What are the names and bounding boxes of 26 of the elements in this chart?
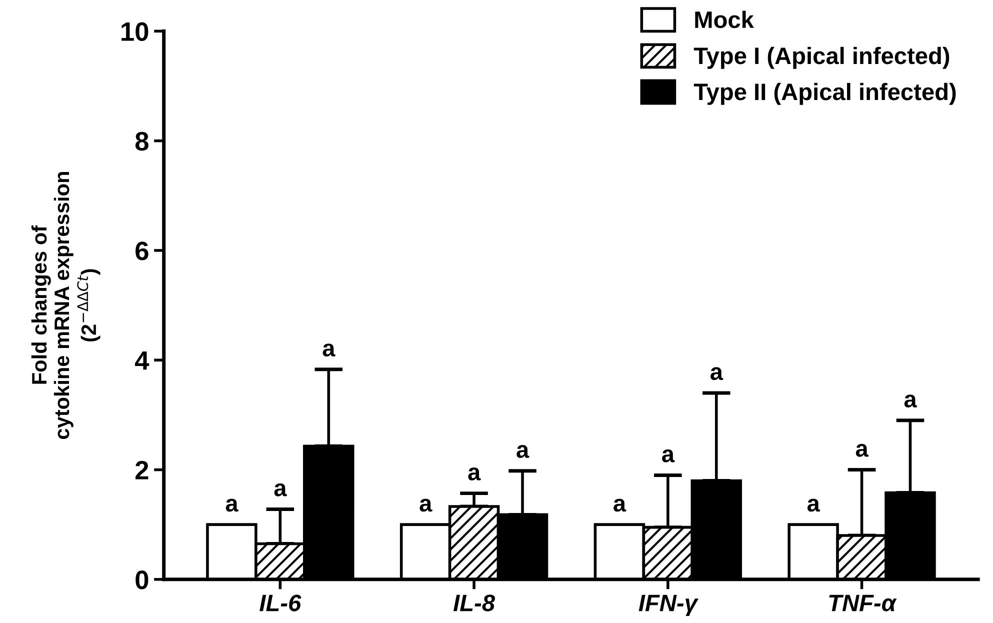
y-tick-label: 10 [122, 22, 148, 41]
annotation: a [468, 467, 481, 480]
y-axis-title: Fold changes of cytokine mRNA expression (2$^{−ΔΔCt}$) [31, 172, 100, 439]
y-tick-label: 6 [136, 242, 148, 260]
legend-label: Type I (Apical infected) [694, 46, 950, 69]
y-tick-label: 2 [136, 460, 148, 480]
annotation: a [516, 445, 530, 458]
x-tick-label: IL-8 [453, 594, 495, 612]
x-tick-label: IFN-γ [638, 594, 698, 616]
y-tick-label: 8 [135, 132, 148, 151]
annotation: a [662, 449, 675, 462]
y-tick-label: 0 [136, 570, 148, 590]
annotation: a [807, 498, 820, 512]
y-tick-label: 4 [134, 352, 150, 370]
annotation: a [614, 498, 626, 512]
legend-label: Type II (Apical infected) [694, 82, 956, 105]
annotation: a [322, 344, 336, 357]
legend-label: Mock [695, 10, 754, 28]
annotation: a [420, 498, 432, 512]
annotation: a [856, 444, 868, 457]
annotation: a [226, 498, 238, 512]
x-tick-label: TNF-α [829, 594, 897, 612]
x-tick-label: IL-6 [260, 594, 302, 612]
annotation: a [274, 483, 287, 496]
annotation: a [710, 367, 724, 380]
annotation: a [904, 394, 917, 408]
